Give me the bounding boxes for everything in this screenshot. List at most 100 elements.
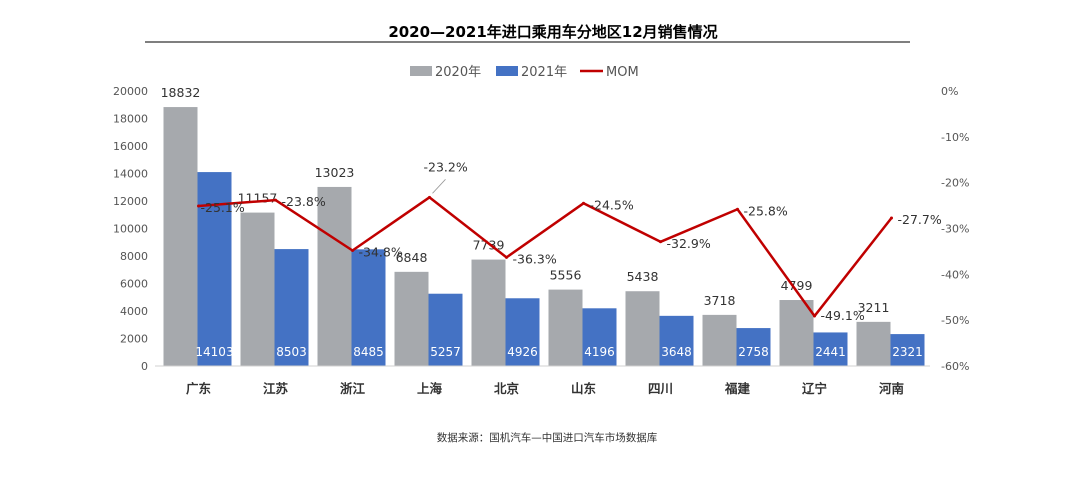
bars: 1883214103111578503130238485684852577739… bbox=[161, 85, 925, 366]
legend-label-mom: MOM bbox=[606, 65, 639, 80]
data-label-2020: 6848 bbox=[396, 250, 428, 265]
mom-data-label: -23.2% bbox=[424, 159, 468, 174]
right-axis-tick: -50% bbox=[941, 314, 969, 327]
left-axis-tick: 18000 bbox=[113, 113, 148, 126]
category-label: 浙江 bbox=[340, 381, 366, 396]
bar-2020 bbox=[779, 300, 814, 366]
left-axis-tick: 20000 bbox=[113, 85, 148, 98]
mom-data-label: -32.9% bbox=[667, 236, 711, 251]
bar-2021 bbox=[890, 334, 925, 366]
category-label: 四川 bbox=[648, 381, 673, 396]
bar-2021 bbox=[351, 249, 386, 366]
bar-2021 bbox=[582, 308, 617, 366]
data-label-2021: 8503 bbox=[276, 345, 307, 359]
data-label-2020: 18832 bbox=[161, 85, 201, 100]
data-label-2021: 2321 bbox=[892, 345, 923, 359]
category-label: 河南 bbox=[879, 381, 905, 396]
left-axis-tick: 4000 bbox=[120, 305, 148, 318]
left-axis-tick: 14000 bbox=[113, 168, 148, 181]
left-axis-tick: 12000 bbox=[113, 195, 148, 208]
bar-2020 bbox=[856, 321, 891, 366]
left-axis-tick: 2000 bbox=[120, 333, 148, 346]
mom-point bbox=[813, 314, 816, 318]
mom-point bbox=[197, 204, 200, 208]
bar-2021 bbox=[813, 332, 848, 366]
data-label-2020: 3718 bbox=[704, 293, 736, 308]
right-axis-tick: -40% bbox=[941, 268, 969, 281]
mom-point bbox=[274, 198, 277, 202]
category-labels: 广东 江苏 浙江 上海 北京 山东 四川 福建 辽宁 河南 bbox=[186, 381, 905, 396]
mom-data-label: -36.3% bbox=[513, 251, 557, 266]
mom-point bbox=[890, 216, 893, 220]
right-axis-tick: -20% bbox=[941, 177, 969, 190]
mom-data-label: -24.5% bbox=[590, 197, 634, 212]
mom-point bbox=[428, 195, 431, 199]
category-label: 福建 bbox=[724, 381, 751, 396]
data-label-2020: 5438 bbox=[627, 269, 659, 284]
bar-2021 bbox=[428, 293, 463, 366]
mom-data-label: -49.1% bbox=[821, 308, 865, 323]
left-axis-tick: 10000 bbox=[113, 223, 148, 236]
bar-2020 bbox=[317, 186, 352, 366]
data-label-2021: 5257 bbox=[430, 345, 461, 359]
bar-2020 bbox=[702, 314, 737, 366]
left-axis-tick: 16000 bbox=[113, 140, 148, 153]
bar-2020 bbox=[394, 271, 429, 366]
left-axis: 0 2000 4000 6000 8000 10000 12000 14000 16000 180… bbox=[113, 85, 148, 373]
mom-line bbox=[198, 196, 893, 318]
data-label-2020: 7739 bbox=[473, 238, 505, 253]
data-label-2021: 8485 bbox=[353, 345, 384, 359]
data-label-2021: 14103 bbox=[195, 345, 233, 359]
right-axis: 0% -10% -20% -30% -40% -50% -60% bbox=[941, 85, 969, 373]
right-axis-tick: -10% bbox=[941, 131, 969, 144]
bar-2021 bbox=[659, 315, 694, 366]
data-label-2020: 13023 bbox=[315, 165, 355, 180]
left-axis-tick: 6000 bbox=[120, 278, 148, 291]
mom-point bbox=[736, 207, 739, 211]
legend-label-2021: 2021年 bbox=[521, 65, 567, 80]
left-axis-tick: 8000 bbox=[120, 250, 148, 263]
bar-2020 bbox=[163, 107, 198, 366]
mom-data-label: -27.7% bbox=[898, 212, 942, 227]
bar-2020 bbox=[471, 259, 506, 366]
data-label-2021: 4926 bbox=[507, 345, 538, 359]
mom-point bbox=[505, 255, 508, 259]
category-label: 上海 bbox=[417, 381, 443, 396]
mom-data-label: -23.8% bbox=[282, 194, 326, 209]
right-axis-tick: -60% bbox=[941, 360, 969, 373]
chart-title: 2020—2021年进口乘用车分地区12月销售情况 bbox=[388, 23, 717, 41]
mom-point bbox=[659, 240, 662, 244]
legend-label-2020: 2020年 bbox=[435, 65, 481, 80]
bar-2020 bbox=[240, 212, 275, 366]
mom-data-label: -25.1% bbox=[201, 200, 245, 215]
mom-data-label: -34.8% bbox=[359, 245, 403, 260]
bar-2021 bbox=[274, 249, 309, 366]
mom-point bbox=[582, 201, 585, 205]
bar-2020 bbox=[625, 291, 660, 366]
bar-2020 bbox=[548, 289, 583, 366]
category-label: 江苏 bbox=[263, 381, 289, 396]
data-label-2021: 2441 bbox=[815, 345, 846, 359]
legend: 2020年 2021年 MOM bbox=[410, 65, 639, 80]
bar-2021 bbox=[736, 328, 771, 366]
data-label-2020: 5556 bbox=[550, 268, 582, 283]
data-label-2021: 2758 bbox=[738, 345, 769, 359]
category-label: 北京 bbox=[494, 381, 520, 396]
category-label: 辽宁 bbox=[802, 381, 827, 396]
data-label-2020: 3211 bbox=[858, 300, 890, 315]
right-axis-tick: -30% bbox=[941, 223, 969, 236]
legend-swatch-2021 bbox=[496, 66, 518, 76]
source-note: 数据来源：国机汽车—中国进口汽车市场数据库 bbox=[437, 431, 658, 444]
mom-leader-line bbox=[432, 179, 446, 194]
mom-point bbox=[351, 249, 354, 252]
mom-line-layer: -25.1% -23.8% -34.8% -23.2% -36.3% -24.5% -32.… bbox=[197, 159, 942, 323]
data-label-2021: 4196 bbox=[584, 345, 615, 359]
data-label-2021: 3648 bbox=[661, 345, 692, 359]
legend-swatch-2020 bbox=[410, 66, 432, 76]
category-label: 山东 bbox=[571, 381, 597, 396]
right-axis-tick: 0% bbox=[941, 85, 958, 98]
category-label: 广东 bbox=[186, 381, 212, 396]
bar-2021 bbox=[505, 298, 540, 366]
left-axis-tick: 0 bbox=[141, 360, 148, 373]
